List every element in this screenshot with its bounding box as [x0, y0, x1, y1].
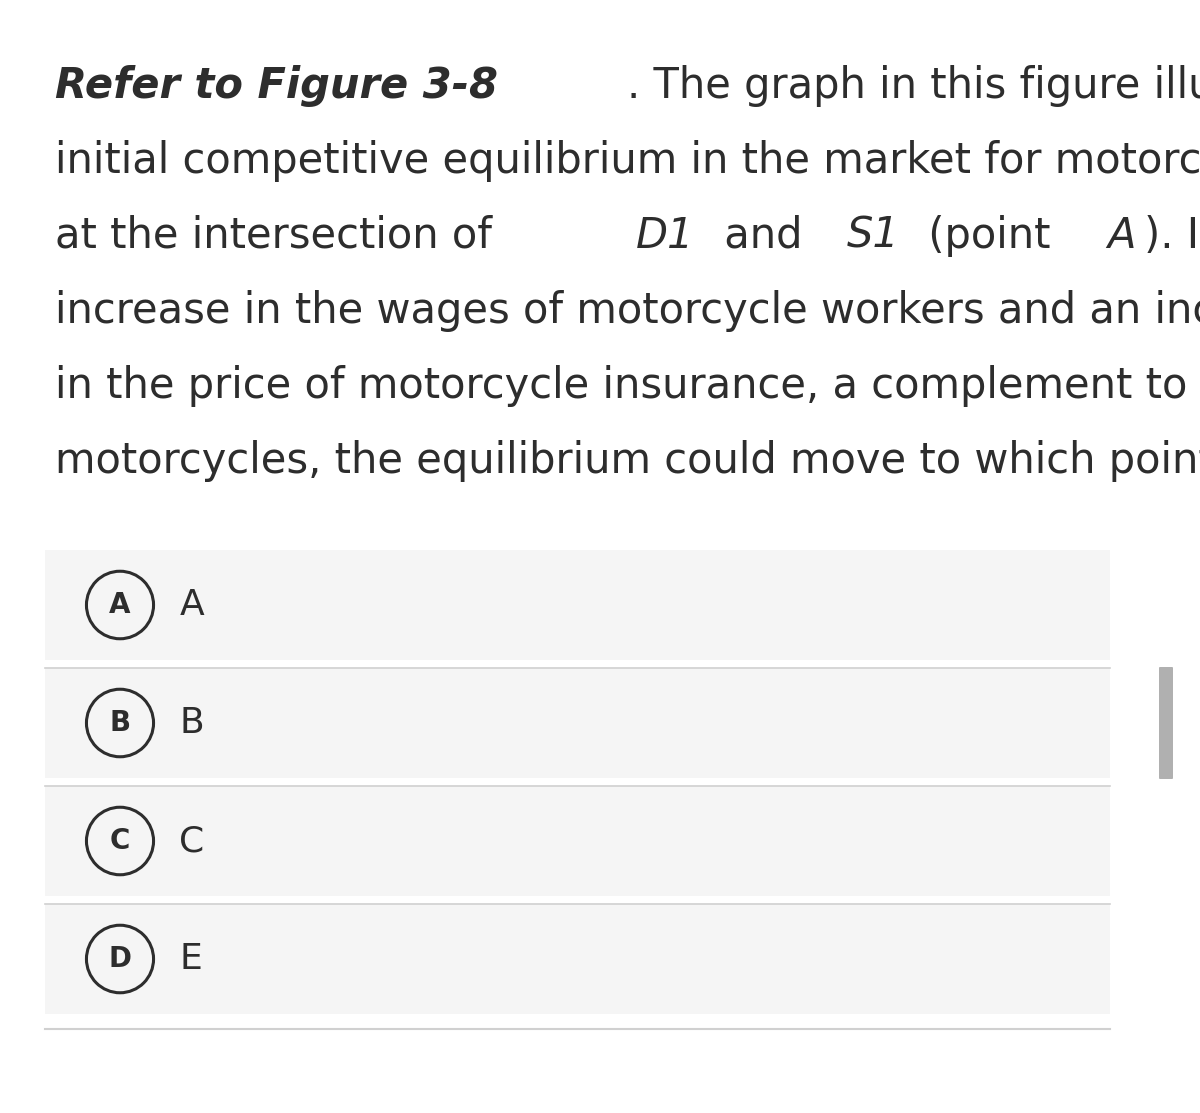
FancyBboxPatch shape	[1159, 667, 1174, 779]
Text: initial competitive equilibrium in the market for motorcycles: initial competitive equilibrium in the m…	[55, 140, 1200, 183]
Text: S1: S1	[847, 215, 900, 257]
Text: A: A	[1106, 215, 1135, 257]
Text: A: A	[179, 588, 204, 622]
Text: B: B	[109, 709, 131, 737]
Text: increase in the wages of motorcycle workers and an increase: increase in the wages of motorcycle work…	[55, 290, 1200, 332]
Text: at the intersection of: at the intersection of	[55, 215, 505, 257]
Text: B: B	[179, 706, 204, 740]
Text: motorcycles, the equilibrium could move to which point?: motorcycles, the equilibrium could move …	[55, 440, 1200, 482]
Text: A: A	[109, 591, 131, 619]
Bar	[46, 668, 1110, 778]
Text: (point: (point	[914, 215, 1063, 257]
Bar	[46, 786, 1110, 896]
Text: . The graph in this figure illustrates an: . The graph in this figure illustrates a…	[626, 65, 1200, 107]
Text: D1: D1	[636, 215, 695, 257]
Text: in the price of motorcycle insurance, a complement to: in the price of motorcycle insurance, a …	[55, 365, 1187, 407]
Bar	[46, 550, 1110, 660]
Text: C: C	[110, 827, 130, 855]
Text: D: D	[108, 945, 132, 973]
Text: ). If there is an: ). If there is an	[1144, 215, 1200, 257]
Text: C: C	[179, 824, 205, 858]
Bar	[46, 904, 1110, 1014]
Text: Refer to Figure 3-8: Refer to Figure 3-8	[55, 65, 498, 107]
Text: E: E	[179, 942, 202, 976]
Text: and: and	[712, 215, 816, 257]
